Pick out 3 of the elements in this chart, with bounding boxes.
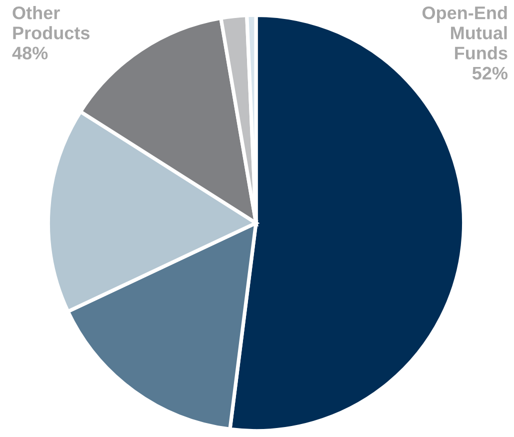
text: Other Products 48% bbox=[12, 6, 90, 60]
slice-label: Open-End Mutual Funds bbox=[422, 6, 508, 60]
data-label: 52% bbox=[472, 66, 508, 80]
